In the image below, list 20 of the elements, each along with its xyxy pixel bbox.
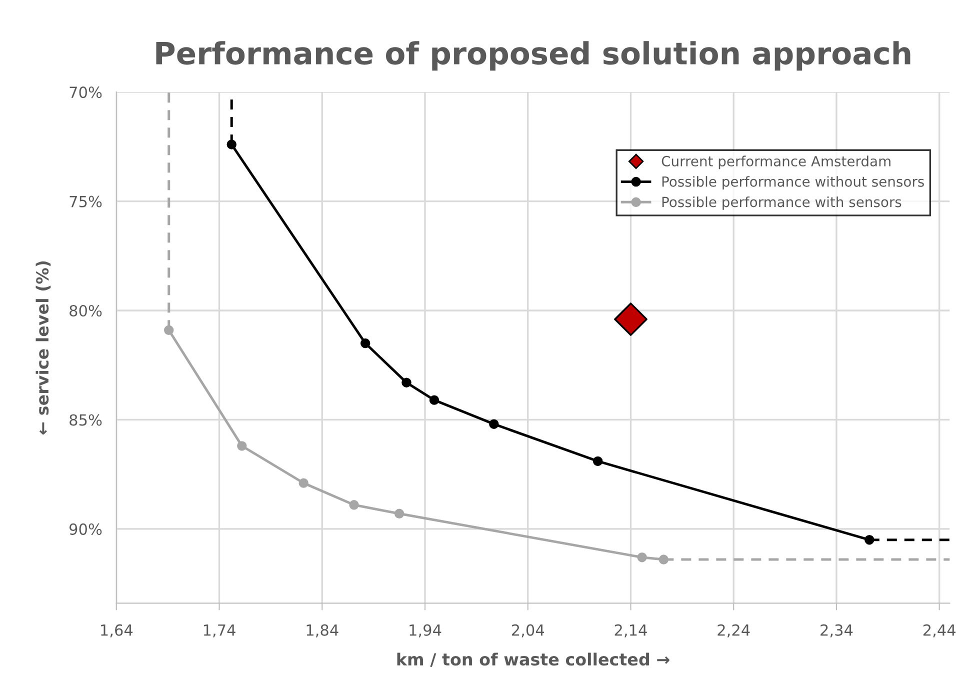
x-tick-label: 2,34 <box>820 624 853 638</box>
y-tick-label: 70% <box>70 86 102 98</box>
x-tick-label: 1,74 <box>204 624 236 638</box>
chart-title: Performance of proposed solution approach <box>156 41 910 71</box>
y-tick-label: 90% <box>70 523 102 535</box>
legend-label: Possible performance without sensors <box>662 176 924 190</box>
x-tick-label: 2,14 <box>614 624 647 638</box>
legend-label: Current performance Amsterdam <box>662 156 890 170</box>
y-tick-label: 75% <box>70 196 102 208</box>
x-tick-label: 1,94 <box>410 624 442 638</box>
x-tick-label: 1,64 <box>101 624 133 638</box>
legend-label: Possible performance with sensors <box>662 196 902 210</box>
x-tick-label: 1,84 <box>306 624 338 638</box>
y-tick-label: 85% <box>70 414 102 426</box>
x-axis-title: km / ton of waste collected → <box>397 652 670 667</box>
y-tick-label: 80% <box>70 304 102 317</box>
x-tick-label: 2,44 <box>923 624 956 638</box>
x-tick-label: 2,04 <box>512 624 544 638</box>
x-tick-label: 2,24 <box>718 624 750 638</box>
y-axis-title: ← service level (%) <box>36 261 51 435</box>
